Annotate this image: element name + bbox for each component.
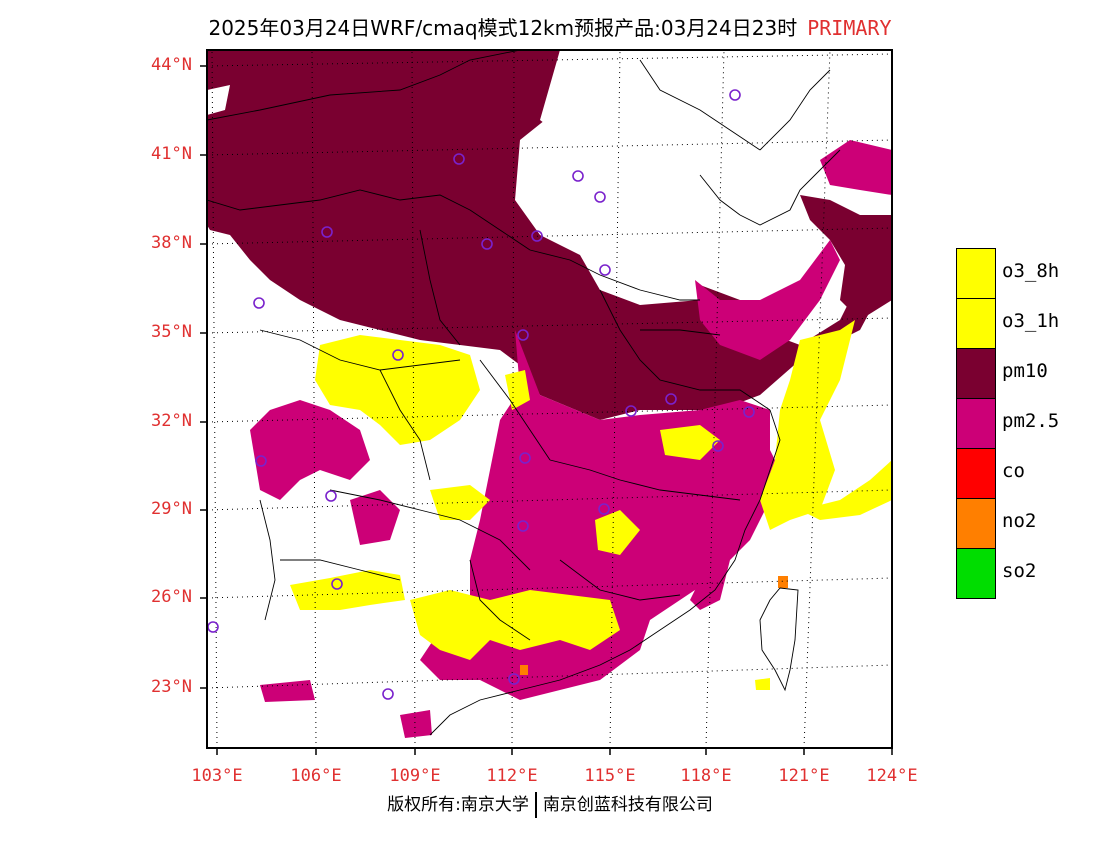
legend-label: no2 (1002, 510, 1037, 532)
legend-swatch (956, 498, 996, 549)
station-marker (253, 297, 265, 309)
station-marker (453, 153, 465, 165)
legend-swatch (956, 298, 996, 349)
station-marker (572, 170, 584, 182)
station-marker (665, 393, 677, 405)
clear-area-hebei (520, 135, 740, 290)
map-body (207, 50, 892, 748)
pm25-sichuan (250, 400, 370, 500)
station-marker (531, 230, 543, 242)
lat-label: 29°N (151, 499, 192, 519)
station-marker (712, 440, 724, 452)
legend-swatch (956, 548, 996, 599)
legend-label: o3_1h (1002, 310, 1060, 332)
o3-region-east-sea (800, 460, 892, 520)
lon-label: 121°E (778, 766, 830, 786)
station-marker (508, 673, 520, 685)
pm10-region-northeast (800, 195, 892, 320)
o3-region-anhui (660, 425, 720, 460)
lon-label: 124°E (866, 766, 918, 786)
station-marker (255, 455, 267, 467)
lat-label: 32°N (151, 411, 192, 431)
o3-region-guangxi (410, 590, 620, 660)
station-marker (321, 226, 333, 238)
station-marker (517, 520, 529, 532)
pm25-coast-east (690, 430, 775, 610)
lon-label: 109°E (389, 766, 441, 786)
station-marker (743, 406, 755, 418)
station-marker (392, 349, 404, 361)
legend-swatch (956, 248, 996, 299)
legend-label: o3_8h (1002, 260, 1060, 282)
footer-separator (534, 792, 537, 818)
station-marker (594, 191, 606, 203)
station-markers (207, 89, 755, 700)
lon-label: 112°E (486, 766, 538, 786)
o3-region-east-coast (760, 320, 855, 530)
lat-label: 44°N (151, 55, 192, 75)
footer-right: 南京创蓝科技有限公司 (542, 795, 713, 815)
graticule (207, 50, 892, 748)
pm10-patch-top (355, 50, 450, 66)
clear-area-northeast (700, 50, 892, 195)
lat-label: 38°N (151, 233, 192, 253)
legend-swatch (956, 448, 996, 499)
lon-label: 103°E (191, 766, 243, 786)
station-marker (598, 503, 610, 515)
pm25-region-shandong (695, 240, 840, 360)
lat-label: 26°N (151, 587, 192, 607)
legend-label: pm10 (1002, 360, 1048, 382)
lon-label: 118°E (680, 766, 732, 786)
copyright-footer: 版权所有:南京大学 南京创蓝科技有限公司 (0, 790, 1100, 818)
title-tag: PRIMARY (807, 16, 892, 40)
station-marker (481, 238, 493, 250)
clear-area-top (540, 50, 800, 215)
title-main: 2025年03月24日WRF/cmaq模式12km预报产品:03月24日23时 (208, 16, 798, 40)
map-frame (206, 49, 893, 749)
lat-label: 23°N (151, 677, 192, 697)
o3-region-hubei (430, 485, 490, 520)
footer-left: 版权所有:南京大学 (387, 795, 529, 815)
pm25-region-northeast (820, 140, 892, 195)
pm25-south-west (260, 680, 315, 702)
legend-label: pm2.5 (1002, 410, 1060, 432)
lon-label: 106°E (290, 766, 342, 786)
no2-patch-guangdong (520, 665, 528, 675)
station-marker (325, 490, 337, 502)
station-marker (382, 688, 394, 700)
o3-region-jiangxi (595, 510, 640, 555)
legend-swatch (956, 348, 996, 399)
station-marker (729, 89, 741, 101)
axis-ticks (200, 65, 893, 755)
station-marker (625, 405, 637, 417)
legend-label: so2 (1002, 560, 1037, 582)
station-marker (517, 329, 529, 341)
map-title: 2025年03月24日WRF/cmaq模式12km预报产品:03月24日23时 P… (0, 12, 1100, 41)
station-marker (599, 264, 611, 276)
o3-region-yunnan (290, 570, 405, 610)
legend-label: co (1002, 460, 1025, 482)
lon-label: 115°E (584, 766, 636, 786)
lat-label: 41°N (151, 144, 192, 164)
legend-swatch (956, 398, 996, 449)
o3-patch-south (755, 678, 770, 690)
pm25-guizhou (350, 490, 400, 545)
o3-region-hunan (505, 370, 530, 410)
pm25-hainan (400, 710, 432, 738)
boundary-lines (207, 50, 841, 736)
lat-label: 35°N (151, 322, 192, 342)
station-marker (331, 578, 343, 590)
no2-patch-taiwan (778, 576, 788, 588)
station-marker (519, 452, 531, 464)
